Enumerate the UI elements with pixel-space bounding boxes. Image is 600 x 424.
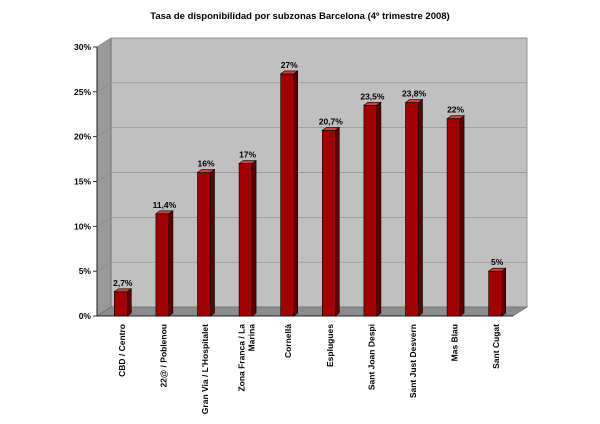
- x-category-label: Cornellà: [283, 324, 293, 358]
- data-label: 22%: [447, 105, 464, 115]
- x-category-label: Marina: [247, 324, 257, 352]
- bar-side: [376, 101, 382, 317]
- bar: [487, 267, 507, 317]
- bar: [404, 98, 424, 317]
- y-tick-label: 5%: [79, 266, 92, 276]
- gridline: [96, 82, 527, 93]
- x-category-label: 22@ / Poblenou: [158, 324, 168, 388]
- data-label: 23,5%: [360, 91, 385, 101]
- data-label: 20,7%: [319, 116, 344, 126]
- bar-side: [293, 70, 299, 317]
- bar-front: [197, 172, 211, 317]
- x-axis-categories: CBD / Centro 22@ / Poblenou Gran Via / L'H…: [117, 324, 501, 414]
- y-tick-label: 20%: [74, 132, 91, 142]
- bar-front: [405, 102, 419, 317]
- y-tick-label: 10%: [74, 221, 91, 231]
- bar-top: [446, 115, 466, 120]
- bar: [362, 101, 382, 317]
- y-tick-label: 25%: [74, 87, 91, 97]
- bar-side: [459, 115, 465, 317]
- bar-side: [168, 210, 174, 317]
- data-label: 11,4%: [153, 200, 177, 210]
- gridline: [96, 127, 527, 137]
- bar-top: [113, 288, 133, 293]
- bar: [238, 159, 258, 317]
- y-tick-label: 15%: [74, 177, 91, 187]
- bar-front: [321, 130, 336, 317]
- bar-top: [362, 101, 382, 106]
- bar: [279, 70, 299, 317]
- bar-front: [280, 73, 295, 317]
- data-label: 27%: [281, 60, 298, 70]
- bar-front: [488, 270, 503, 317]
- data-label: 17%: [239, 150, 256, 160]
- x-category-label: Sant Cugat: [491, 324, 501, 369]
- y-tick-label: 0%: [79, 311, 92, 321]
- bar-front: [155, 213, 170, 317]
- x-category-label: Esplugues: [325, 324, 335, 367]
- gridline: [96, 261, 527, 272]
- gridline: [96, 172, 527, 182]
- gridlines: [96, 37, 527, 272]
- gridline: [96, 37, 527, 48]
- data-label: 23,8%: [402, 89, 427, 99]
- y-axis-ticks: 0% 5% 10% 15% 20% 25% 30%: [74, 42, 97, 321]
- data-labels: 2,7% 11,4% 16% 17% 27% 20,7% 23,5% 23,8% 22% 5%: [113, 60, 504, 288]
- x-category-label: Sant Just Desvern: [408, 324, 418, 398]
- bar: [113, 288, 133, 317]
- bar-top: [321, 127, 341, 131]
- bar-side: [251, 159, 257, 317]
- chart-title: Tasa de disponibilidad por subzonas Barc…: [150, 11, 450, 22]
- bar: [196, 168, 216, 317]
- bar-side: [127, 288, 132, 317]
- bar: [446, 115, 466, 317]
- bar-front: [114, 291, 128, 317]
- bar-front: [363, 104, 378, 317]
- bar-top: [196, 169, 216, 173]
- y-tick-label: 30%: [74, 42, 91, 52]
- gridline: [96, 216, 527, 227]
- x-category-label: Sant Joan Despi: [366, 324, 376, 390]
- bar-side: [418, 98, 423, 317]
- bar-top: [238, 160, 258, 164]
- bar-side: [210, 168, 215, 317]
- bar-front: [446, 118, 461, 317]
- data-label: 5%: [491, 257, 504, 267]
- data-label: 2,7%: [113, 278, 133, 288]
- x-category-label: Gran Via / L'Hospitalet: [200, 324, 210, 414]
- bar-front: [238, 163, 253, 317]
- bars: [113, 70, 507, 317]
- x-category-label: Mas Blau: [450, 324, 460, 361]
- bar-top: [279, 70, 299, 75]
- bar: [321, 126, 341, 317]
- x-category-label: CBD / Centro: [117, 324, 127, 377]
- data-label: 16%: [197, 159, 214, 169]
- bar: [154, 210, 174, 317]
- x-category-label: Zona Franca / La: [237, 324, 247, 392]
- bar-side: [334, 126, 340, 317]
- bar-top: [154, 210, 174, 215]
- bar-side: [501, 267, 507, 317]
- bar-top: [404, 99, 424, 103]
- bar-top: [487, 267, 507, 272]
